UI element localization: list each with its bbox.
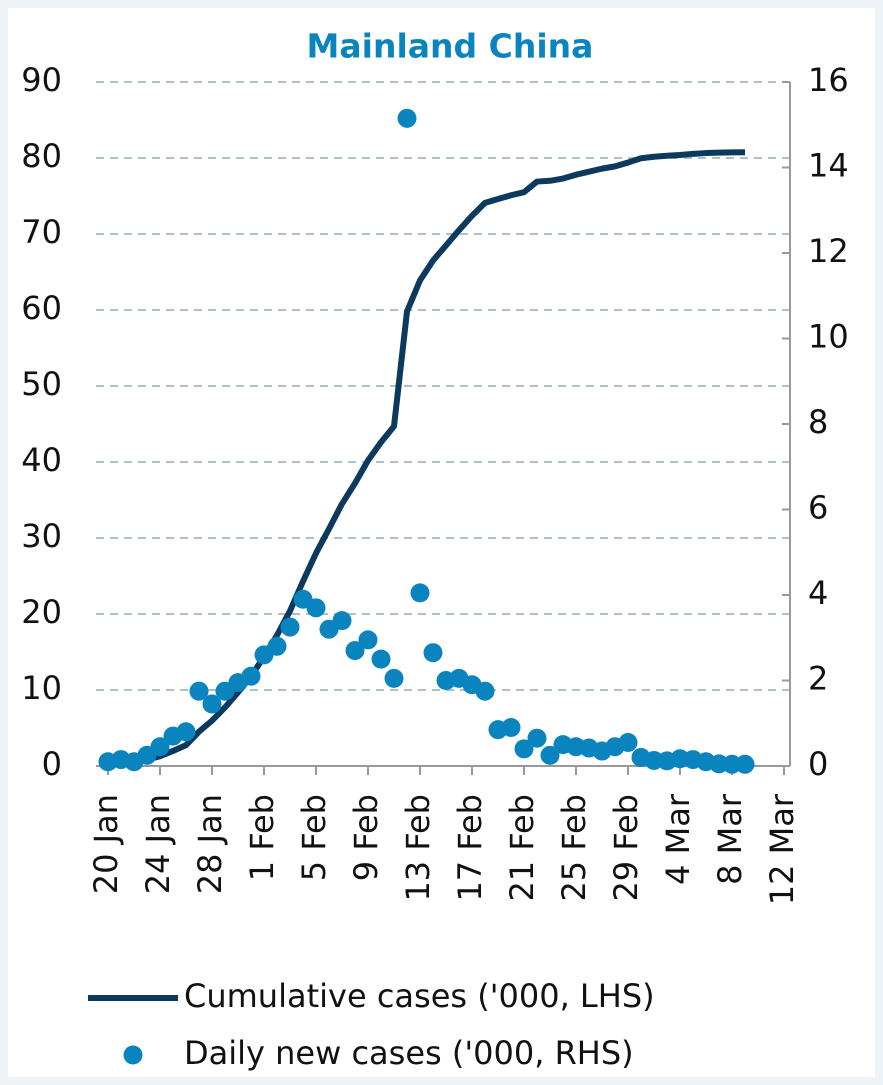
y-tick-label: 80 [21, 137, 62, 175]
x-tick-label: 8 Mar [711, 793, 749, 885]
daily-dot [501, 718, 521, 738]
x-tick-label: 20 Jan [87, 794, 125, 894]
y2-tick-label: 12 [808, 232, 849, 270]
x-tick-label: 9 Feb [347, 794, 385, 881]
y2-tick-label: 8 [808, 403, 828, 441]
y-tick-label: 30 [21, 517, 62, 555]
y-tick-label: 0 [42, 745, 62, 783]
daily-dot [618, 732, 638, 752]
chart-title: Mainland China [307, 27, 594, 66]
x-tick-label: 28 Jan [191, 794, 229, 894]
daily-dot [267, 636, 287, 656]
daily-dot [345, 641, 365, 661]
y-tick-label: 90 [21, 61, 62, 99]
daily-dot [475, 681, 495, 701]
y-tick-label: 40 [21, 441, 62, 479]
x-tick-label: 17 Feb [451, 794, 489, 902]
x-tick-label: 12 Mar [763, 793, 801, 905]
daily-dot [150, 737, 170, 757]
daily-dot [722, 754, 742, 774]
x-tick-label: 25 Feb [555, 794, 593, 902]
daily-dot [358, 630, 378, 650]
legend-dot [123, 1045, 143, 1065]
y2-tick-label: 2 [808, 660, 828, 698]
y2-tick-label: 6 [808, 489, 828, 527]
daily-dot [397, 108, 417, 128]
daily-dot [241, 666, 261, 686]
y2-tick-label: 4 [808, 574, 828, 612]
x-tick-label: 1 Feb [243, 794, 281, 881]
daily-dot [384, 668, 404, 688]
x-tick-label: 13 Feb [399, 794, 437, 902]
daily-dot [514, 739, 534, 759]
daily-dot [189, 681, 209, 701]
y2-tick-label: 14 [808, 147, 849, 185]
cumulative-line [107, 149, 746, 767]
y2-tick-label: 10 [808, 318, 849, 356]
x-tick-label: 29 Feb [607, 794, 645, 902]
daily-dot [332, 611, 352, 631]
legend-label: Daily new cases ('000, RHS) [184, 1034, 634, 1072]
x-tick-label: 21 Feb [503, 794, 541, 902]
x-tick-label: 4 Mar [659, 793, 697, 885]
x-tick-label: 5 Feb [295, 794, 333, 881]
daily-dot [735, 754, 755, 774]
daily-dot [371, 649, 391, 669]
daily-dot [306, 598, 326, 618]
daily-dot [540, 745, 560, 765]
daily-dot [527, 728, 547, 748]
daily-dot [202, 694, 222, 714]
y-tick-label: 20 [21, 593, 62, 631]
daily-dot [410, 583, 430, 603]
x-tick-label: 24 Jan [139, 794, 177, 894]
daily-dot [280, 617, 300, 637]
y-tick-label: 50 [21, 365, 62, 403]
legend-label: Cumulative cases ('000, LHS) [184, 977, 655, 1015]
daily-dot [176, 722, 196, 742]
chart-background [8, 8, 875, 1077]
y-tick-label: 70 [21, 213, 62, 251]
y2-tick-label: 16 [808, 61, 849, 99]
y2-tick-label: 0 [808, 745, 828, 783]
y-tick-label: 60 [21, 289, 62, 327]
y-tick-label: 10 [21, 669, 62, 707]
daily-dot [423, 643, 443, 663]
